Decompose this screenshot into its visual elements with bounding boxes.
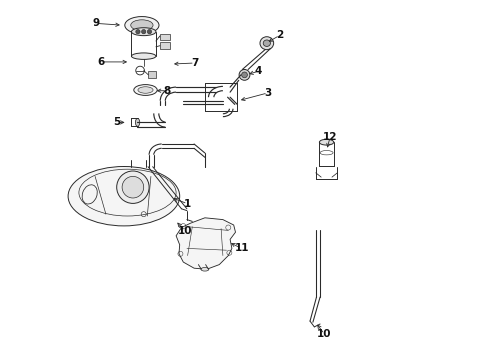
Text: 10: 10 <box>317 329 331 339</box>
Circle shape <box>136 30 140 34</box>
Ellipse shape <box>260 37 273 50</box>
Ellipse shape <box>319 139 333 145</box>
Ellipse shape <box>131 28 156 36</box>
Text: 11: 11 <box>234 243 248 253</box>
Ellipse shape <box>241 72 247 78</box>
Text: 10: 10 <box>177 226 192 236</box>
Ellipse shape <box>201 267 208 271</box>
Text: 6: 6 <box>97 57 104 67</box>
Text: 7: 7 <box>191 58 198 68</box>
Ellipse shape <box>124 17 159 34</box>
Bar <box>160 34 170 40</box>
Circle shape <box>147 30 151 34</box>
Text: 8: 8 <box>163 86 170 96</box>
Text: 12: 12 <box>322 132 337 142</box>
Circle shape <box>141 30 145 34</box>
Circle shape <box>117 171 149 203</box>
Ellipse shape <box>263 40 270 46</box>
Text: 3: 3 <box>264 88 271 98</box>
Circle shape <box>122 176 143 198</box>
Ellipse shape <box>134 85 157 95</box>
Text: 4: 4 <box>254 66 262 76</box>
Text: 2: 2 <box>276 30 283 40</box>
Ellipse shape <box>68 166 179 226</box>
Polygon shape <box>176 218 235 269</box>
Ellipse shape <box>239 69 249 80</box>
Ellipse shape <box>138 87 153 93</box>
Bar <box>148 71 156 78</box>
Bar <box>160 42 170 49</box>
Ellipse shape <box>131 53 156 59</box>
Ellipse shape <box>130 20 153 31</box>
Text: 1: 1 <box>183 199 191 209</box>
Text: 5: 5 <box>113 117 120 127</box>
Text: 9: 9 <box>92 18 100 28</box>
Ellipse shape <box>135 118 140 126</box>
